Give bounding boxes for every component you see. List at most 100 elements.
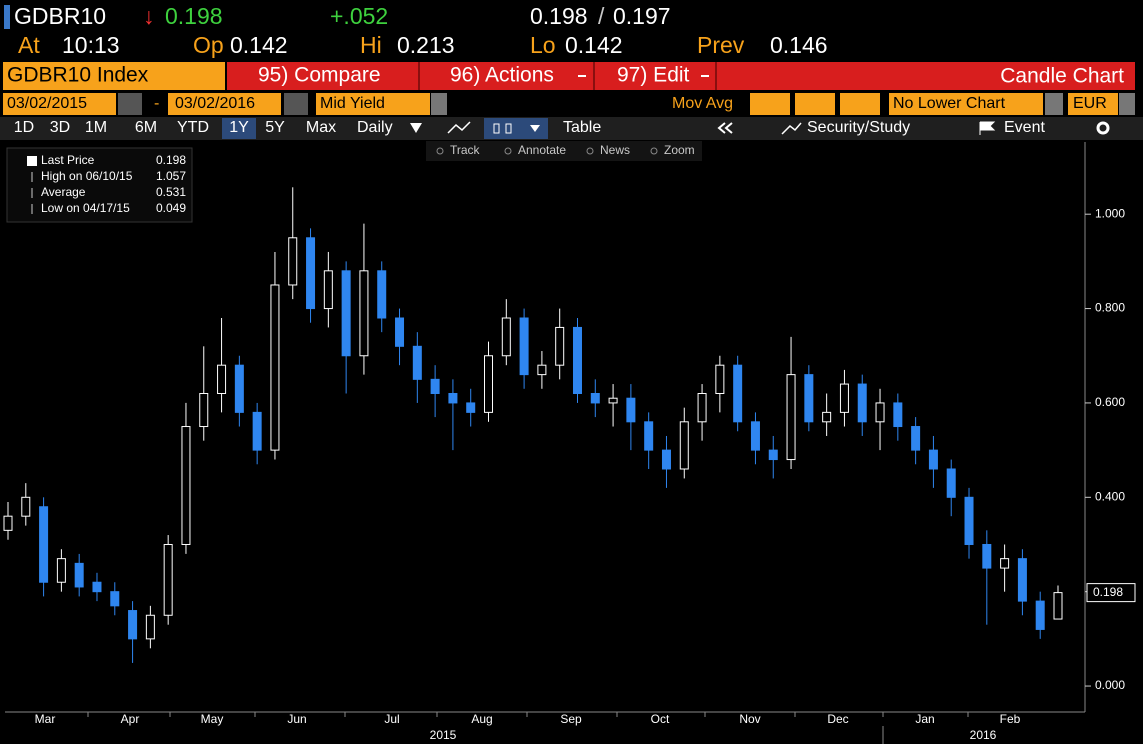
candle-body — [288, 237, 298, 286]
ticker-marker — [4, 5, 10, 29]
period-button[interactable]: 1Y — [229, 119, 249, 136]
candle-body — [92, 581, 102, 593]
low-label: Lo — [530, 32, 556, 58]
high-value: 0.213 — [397, 32, 455, 58]
candle-body — [768, 449, 778, 461]
end-date: 03/02/2016 — [175, 95, 255, 112]
candle-button[interactable] — [484, 118, 548, 139]
dropdown-arrow — [410, 123, 422, 133]
candle-body — [661, 449, 671, 470]
start-date-field[interactable] — [3, 93, 116, 115]
event-icon — [979, 121, 996, 135]
candle-body — [39, 506, 49, 583]
dropdown-button[interactable] — [1119, 93, 1135, 115]
candle-body — [679, 421, 689, 470]
field-select[interactable] — [316, 93, 430, 115]
candle-body — [946, 468, 956, 498]
x-tick-label: Sep — [560, 712, 582, 726]
calendar-button[interactable] — [284, 93, 308, 115]
study-icon — [781, 122, 802, 135]
lower-chart: No Lower Chart — [893, 95, 1006, 112]
last-price-tag — [1086, 583, 1136, 603]
legend-name: High on 06/10/15 — [41, 169, 133, 183]
period-button[interactable]: 1D — [14, 119, 34, 136]
candle-body — [644, 421, 654, 451]
calendar-button[interactable] — [118, 93, 142, 115]
y-tick-label: 1.000 — [1095, 206, 1125, 220]
tool-button[interactable]: News — [600, 143, 630, 157]
prev-value: 0.146 — [770, 32, 828, 58]
mov-avg-field[interactable] — [795, 93, 835, 115]
candle-body — [306, 237, 316, 310]
tool-button[interactable]: Annotate — [518, 143, 566, 157]
tool-button[interactable]: Track — [450, 143, 481, 157]
candle-body — [733, 364, 743, 423]
mov-avg-field[interactable] — [750, 93, 790, 115]
bid: 0.198 — [530, 3, 588, 29]
divider — [418, 62, 420, 90]
dropdown-button[interactable] — [1045, 93, 1063, 115]
period-button[interactable]: Max — [306, 119, 336, 136]
legend-box — [6, 147, 193, 223]
divider — [593, 62, 595, 90]
tool-icon — [436, 147, 444, 155]
period-button[interactable]: 6M — [135, 119, 157, 136]
table-button[interactable]: Table — [563, 119, 601, 136]
candle-body — [519, 317, 529, 376]
collapse-icon[interactable] — [717, 122, 733, 134]
x-tick-label: Oct — [651, 712, 670, 726]
candle-body — [234, 364, 244, 413]
event-button[interactable]: Event — [1004, 119, 1045, 136]
dropdown-button[interactable] — [431, 93, 447, 115]
open-label: Op — [193, 32, 224, 58]
period-button[interactable]: YTD — [177, 119, 209, 136]
lower-chart-select[interactable] — [889, 93, 1043, 115]
y-tick-label: 0.600 — [1095, 395, 1125, 409]
time-label: At — [18, 32, 40, 58]
currency-select[interactable] — [1068, 93, 1118, 115]
candle-body — [608, 397, 618, 404]
security-box[interactable] — [3, 62, 225, 90]
field: Mid Yield — [320, 95, 385, 112]
low-value: 0.142 — [565, 32, 623, 58]
line-chart-icon[interactable] — [447, 121, 471, 134]
candle-body — [163, 543, 173, 616]
security-study-button[interactable]: Security/Study — [807, 119, 910, 136]
candle-body — [1053, 592, 1063, 620]
period-button[interactable]: 1M — [85, 119, 107, 136]
end-date-field[interactable] — [168, 93, 281, 115]
mov-avg-field[interactable] — [840, 93, 880, 115]
period-button[interactable]: 5Y — [265, 119, 285, 136]
candle-icon — [493, 123, 500, 134]
actions-menu[interactable]: 96) Actions — [450, 64, 554, 87]
y-tick-label: 0.800 — [1095, 301, 1125, 315]
date-dash: - — [154, 95, 159, 112]
candle-body — [430, 378, 440, 394]
candle-body — [56, 558, 66, 583]
legend-name: Low on 04/17/15 — [41, 201, 130, 215]
candle-body — [590, 392, 600, 404]
candle-body — [501, 317, 511, 357]
candle-body — [110, 591, 120, 607]
candle-body — [1000, 558, 1010, 569]
open-value: 0.142 — [230, 32, 288, 58]
candle-body — [839, 383, 849, 413]
edit-menu[interactable]: 97) Edit — [617, 64, 690, 87]
candle-body — [466, 402, 476, 413]
candle-body — [3, 515, 13, 531]
direction-arrow: ↓ — [143, 3, 155, 29]
security: GDBR10 Index — [7, 64, 149, 87]
tool-button[interactable]: Zoom — [664, 143, 695, 157]
legend-swatch — [27, 156, 37, 166]
period-button[interactable]: 3D — [50, 119, 70, 136]
y-tick-label: 0.000 — [1095, 678, 1125, 692]
settings-icon[interactable] — [1096, 121, 1110, 135]
bid-ask-separator: / — [598, 3, 605, 29]
frequency[interactable]: Daily — [357, 119, 393, 136]
candle-body — [270, 284, 280, 451]
net-change: +.052 — [330, 3, 388, 29]
candle-body — [875, 402, 885, 423]
compare-menu[interactable]: 95) Compare — [258, 64, 381, 87]
candle-body — [982, 543, 992, 569]
legend-value: 0.531 — [156, 185, 186, 199]
